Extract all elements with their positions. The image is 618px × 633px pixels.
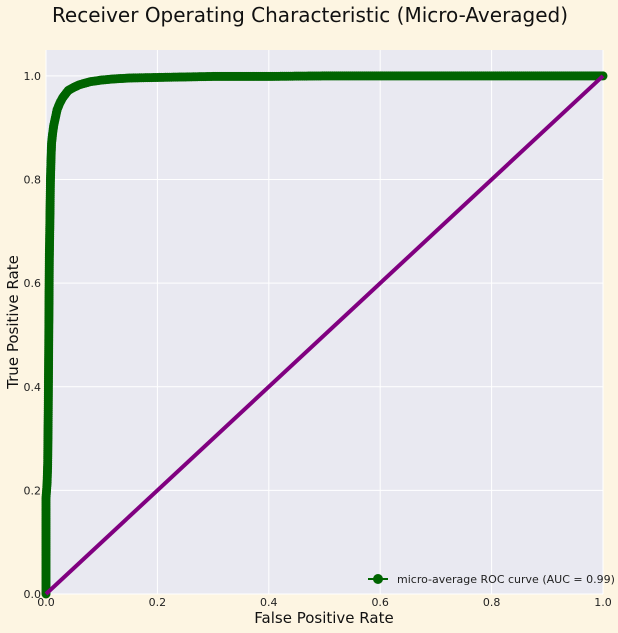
y-axis-ticks: 0.0 0.2 0.4 0.6 0.8 1.0: [24, 70, 42, 601]
y-tick-label: 0.4: [24, 381, 42, 394]
y-tick-label: 0.6: [24, 277, 42, 290]
roc-curve-markers: [41, 71, 608, 599]
chance-diagonal-line: [44, 74, 605, 596]
chart-title: Receiver Operating Characteristic (Micro…: [52, 3, 568, 27]
legend-label: micro-average ROC curve (AUC = 0.99): [397, 573, 615, 586]
y-tick-label: 0.0: [24, 588, 42, 601]
x-tick-label: 0.6: [371, 596, 389, 609]
x-tick-label: 0.8: [483, 596, 501, 609]
y-tick-label: 0.8: [24, 174, 42, 187]
legend-marker: [373, 574, 383, 584]
x-axis-label: False Positive Rate: [254, 609, 393, 627]
x-axis-ticks: 0.0 0.2 0.4 0.6 0.8 1.0: [37, 596, 612, 609]
legend: micro-average ROC curve (AUC = 0.99): [368, 573, 615, 586]
y-tick-label: 0.2: [24, 484, 42, 497]
plot-area: [46, 50, 603, 594]
y-tick-label: 1.0: [24, 70, 42, 83]
series-layer: [41, 71, 608, 599]
x-tick-label: 0.0: [37, 596, 55, 609]
x-tick-label: 0.4: [260, 596, 278, 609]
x-tick-label: 1.0: [594, 596, 612, 609]
x-tick-label: 0.2: [149, 596, 167, 609]
y-axis-label: True Positive Rate: [4, 255, 22, 390]
